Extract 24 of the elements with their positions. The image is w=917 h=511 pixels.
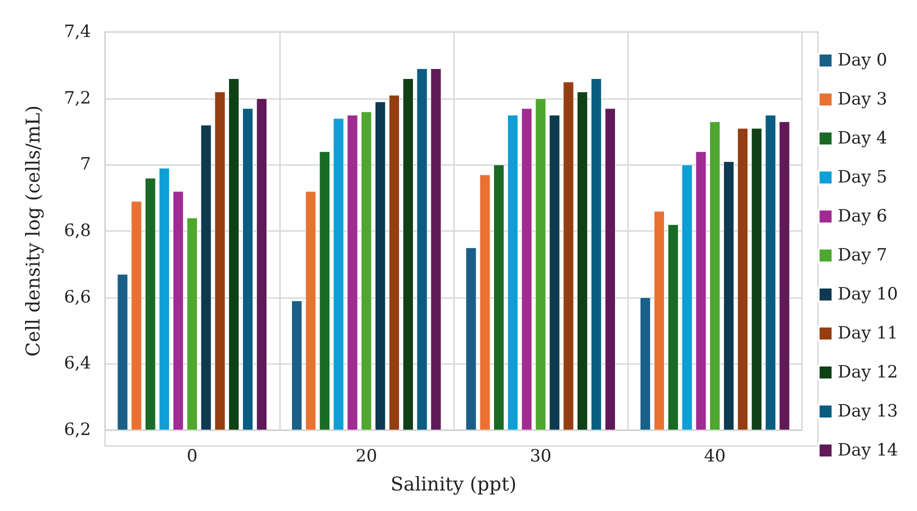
y-tick-label: 6,8: [64, 221, 91, 241]
legend-label: Day 14: [838, 440, 898, 460]
x-tick-label: 0: [186, 446, 198, 466]
legend-label: Day 3: [838, 90, 888, 110]
x-tick-label: 20: [356, 446, 378, 466]
y-tick-label: 7,4: [64, 22, 91, 42]
y-tick-label: 6,4: [64, 354, 91, 374]
legend-label: Day 4: [838, 128, 888, 148]
legend-label: Day 13: [838, 402, 898, 422]
legend-label: Day 7: [838, 246, 888, 266]
y-tick-label: 7: [80, 154, 91, 175]
x-tick-label: 30: [530, 446, 552, 466]
legend-label: Day 5: [838, 168, 888, 188]
legend-label: Day 6: [838, 206, 888, 226]
legend-label: Day 10: [838, 284, 898, 304]
x-tick-label: 40: [704, 446, 726, 466]
x-axis-title: Salinity (ppt): [390, 474, 517, 496]
y-axis-title: Cell density log (cells/mL): [22, 105, 44, 357]
y-tick-label: 7,2: [64, 88, 91, 108]
legend-label: Day 0: [838, 50, 888, 70]
legend-label: Day 12: [838, 362, 898, 382]
y-tick-label: 6,6: [64, 287, 91, 308]
legend-label: Day 11: [838, 324, 898, 344]
y-tick-label: 6,2: [64, 420, 91, 440]
